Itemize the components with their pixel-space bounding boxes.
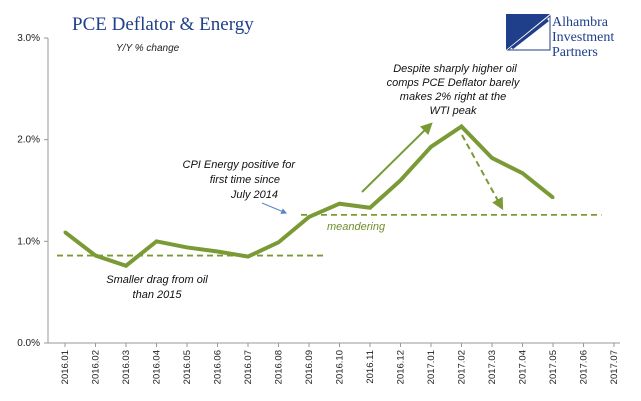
oil-annotation-line-1: Despite sharply higher oil — [393, 63, 517, 75]
logo-line-2: Investment — [552, 30, 614, 45]
oil-annotation-line-4: WTI peak — [429, 105, 477, 117]
x-tick-label: 2016.07 — [243, 350, 254, 384]
meandering-annotation: meandering — [327, 221, 386, 233]
y-ticks: 0.0% 1.0% 2.0% 3.0% — [17, 33, 48, 349]
y-tick-label: 3.0% — [17, 33, 40, 44]
data-point — [246, 255, 250, 259]
x-tick-label: 2016.08 — [274, 350, 285, 384]
x-tick-label: 2016.04 — [152, 350, 163, 384]
oil-annotation-line-3: makes 2% right at the — [400, 91, 506, 103]
x-tick-label: 2016.10 — [335, 350, 346, 384]
data-point — [216, 250, 219, 253]
x-tick-label: 2016.12 — [396, 350, 407, 384]
drag-annotation-line-1: Smaller drag from oil — [106, 274, 208, 286]
x-tick-label: 2016.01 — [60, 350, 71, 384]
x-tick-label: 2017.03 — [487, 350, 498, 384]
data-point — [124, 264, 128, 268]
data-point — [429, 145, 433, 149]
x-tick-label: 2016.11 — [365, 350, 376, 384]
data-point — [185, 245, 189, 249]
oil-arrow-up — [361, 122, 433, 193]
y-tick-label: 1.0% — [17, 236, 40, 247]
data-point — [338, 202, 341, 206]
x-tick-label: 2016.09 — [304, 350, 315, 384]
data-point — [94, 254, 97, 258]
x-tick-label: 2016.05 — [182, 350, 193, 384]
data-series — [63, 123, 555, 268]
data-point — [460, 124, 463, 128]
cpi-annotation-line-1: CPI Energy positive for — [183, 159, 297, 171]
cpi-arrow — [261, 202, 288, 214]
drag-annotation-line-2: than 2015 — [133, 289, 183, 301]
company-logo: Alhambra Investment Partners — [506, 14, 614, 60]
x-tick-label: 2017.01 — [426, 350, 437, 384]
chart-title: PCE Deflator & Energy — [72, 14, 254, 35]
cpi-annotation-line-2: first time since — [210, 174, 280, 186]
data-point — [521, 171, 524, 175]
logo-line-1: Alhambra — [552, 15, 609, 30]
x-tick-label: 2016.02 — [91, 350, 102, 384]
x-tick-label: 2016.03 — [121, 350, 132, 384]
series-line — [63, 123, 555, 268]
x-tick-label: 2017.02 — [457, 350, 468, 384]
y-tick-label: 0.0% — [17, 338, 40, 349]
chart-subtitle: Y/Y % change — [116, 43, 180, 54]
cpi-annotation-line-3: July 2014 — [230, 189, 278, 201]
data-point — [551, 196, 555, 200]
x-tick-label: 2017.07 — [609, 350, 620, 384]
logo-mark-icon — [506, 14, 551, 51]
reference-lines — [57, 213, 602, 257]
data-point — [490, 156, 494, 160]
y-tick-label: 2.0% — [17, 135, 40, 146]
logo-line-3: Partners — [552, 45, 598, 60]
data-point — [307, 215, 311, 219]
data-point — [399, 178, 402, 182]
x-tick-label: 2016.06 — [213, 350, 224, 384]
x-tick-label: 2017.05 — [548, 350, 559, 384]
x-tick-label: 2017.06 — [579, 350, 590, 384]
oil-annotation-line-2: comps PCE Deflator barely — [387, 77, 521, 89]
data-point — [155, 239, 158, 243]
x-ticks: 2016.01 2016.02 2016.03 2016.04 2016.05 2016.… — [60, 343, 620, 384]
data-point — [63, 230, 67, 234]
data-point — [277, 240, 280, 244]
oil-arrow-down — [461, 134, 504, 211]
data-point — [368, 206, 372, 210]
x-tick-label: 2017.04 — [518, 350, 529, 384]
